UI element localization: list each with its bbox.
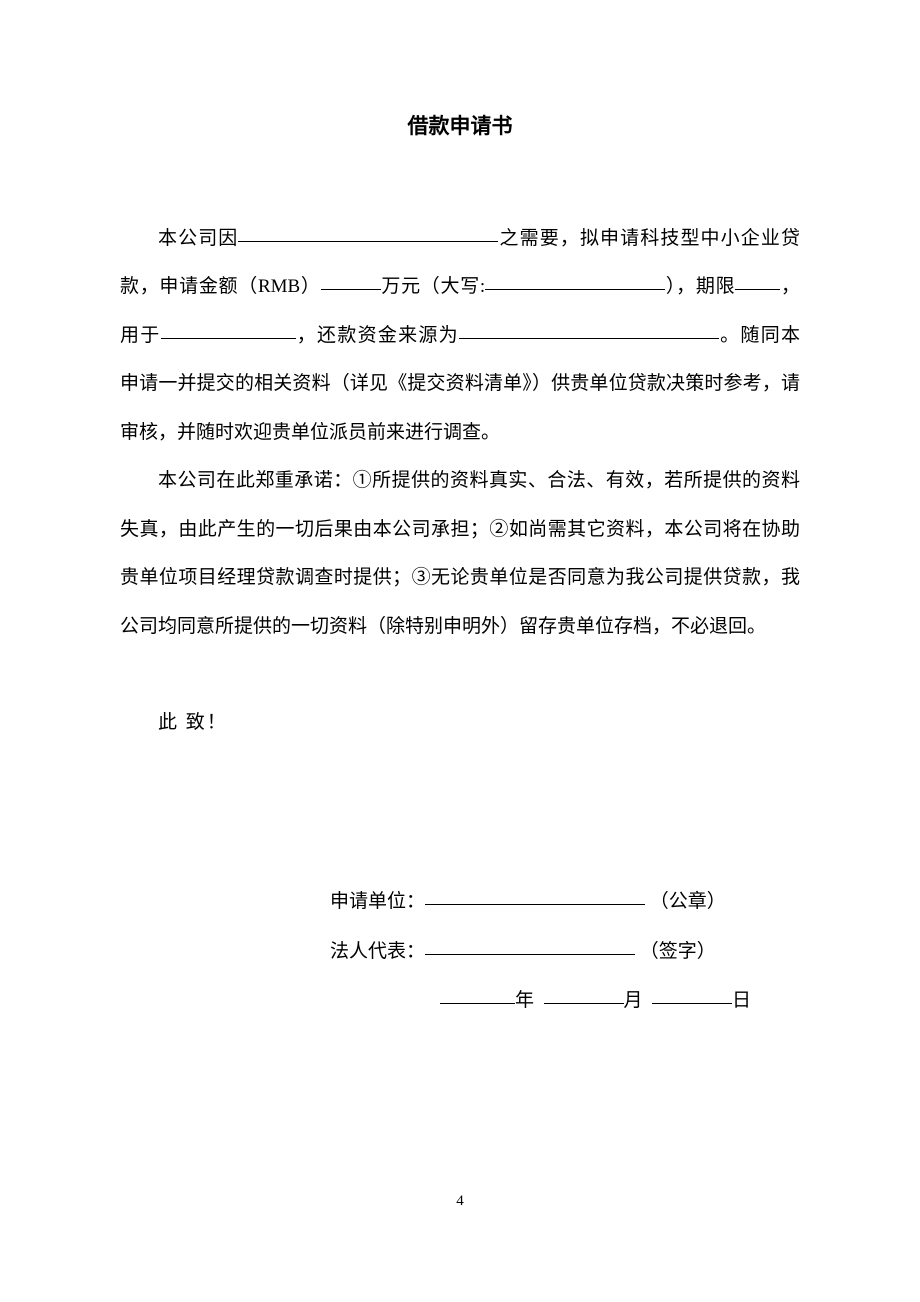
- blank-term[interactable]: [735, 271, 780, 290]
- signature-block: 申请单位： （公章） 法人代表： （签字） 年 月 日: [120, 877, 800, 1025]
- day-label: 日: [732, 990, 751, 1011]
- blank-month[interactable]: [544, 985, 624, 1004]
- sig-rep-suffix: （签字）: [640, 941, 716, 962]
- paragraph-2: 本公司在此郑重承诺：①所提供的资料真实、合法、有效，若所提供的资料失真，由此产生…: [120, 457, 800, 651]
- signature-unit-line: 申请单位： （公章）: [120, 877, 800, 926]
- blank-source[interactable]: [459, 320, 719, 339]
- sig-unit-suffix: （公章）: [650, 891, 726, 912]
- blank-day[interactable]: [652, 985, 732, 1004]
- document-page: 借款申请书 本公司因之需要，拟申请科技型中小企业贷款，申请金额（RMB）万元（大…: [0, 0, 920, 1026]
- sig-unit-label: 申请单位：: [330, 891, 425, 912]
- p1-text-1: 本公司因: [158, 228, 238, 249]
- sig-rep-label: 法人代表：: [330, 941, 425, 962]
- blank-year[interactable]: [440, 985, 515, 1004]
- closing-line: 此 致！: [120, 699, 800, 747]
- signature-rep-line: 法人代表： （签字）: [120, 927, 800, 976]
- year-label: 年: [515, 990, 534, 1011]
- page-number: 4: [0, 1193, 920, 1210]
- paragraph-1: 本公司因之需要，拟申请科技型中小企业贷款，申请金额（RMB）万元（大写:），期限…: [120, 215, 800, 457]
- p1-text-3: 万元（大写:: [381, 276, 486, 297]
- blank-sig-rep[interactable]: [425, 936, 635, 955]
- blank-sig-unit[interactable]: [425, 886, 645, 905]
- p1-text-4: ），期限: [665, 276, 735, 297]
- date-line: 年 月 日: [120, 976, 800, 1025]
- blank-reason[interactable]: [238, 223, 498, 242]
- p1-text-7: 。随同本申请一并提交的相关资料（详见《提交资料清单》）供贵单位贷款决策时参考，请…: [120, 325, 800, 443]
- document-title: 借款申请书: [120, 110, 800, 140]
- blank-amount[interactable]: [321, 271, 381, 290]
- month-label: 月: [624, 990, 643, 1011]
- p1-text-6: ，还款资金来源为: [296, 325, 459, 346]
- blank-use[interactable]: [161, 320, 296, 339]
- blank-amount-cn[interactable]: [485, 271, 665, 290]
